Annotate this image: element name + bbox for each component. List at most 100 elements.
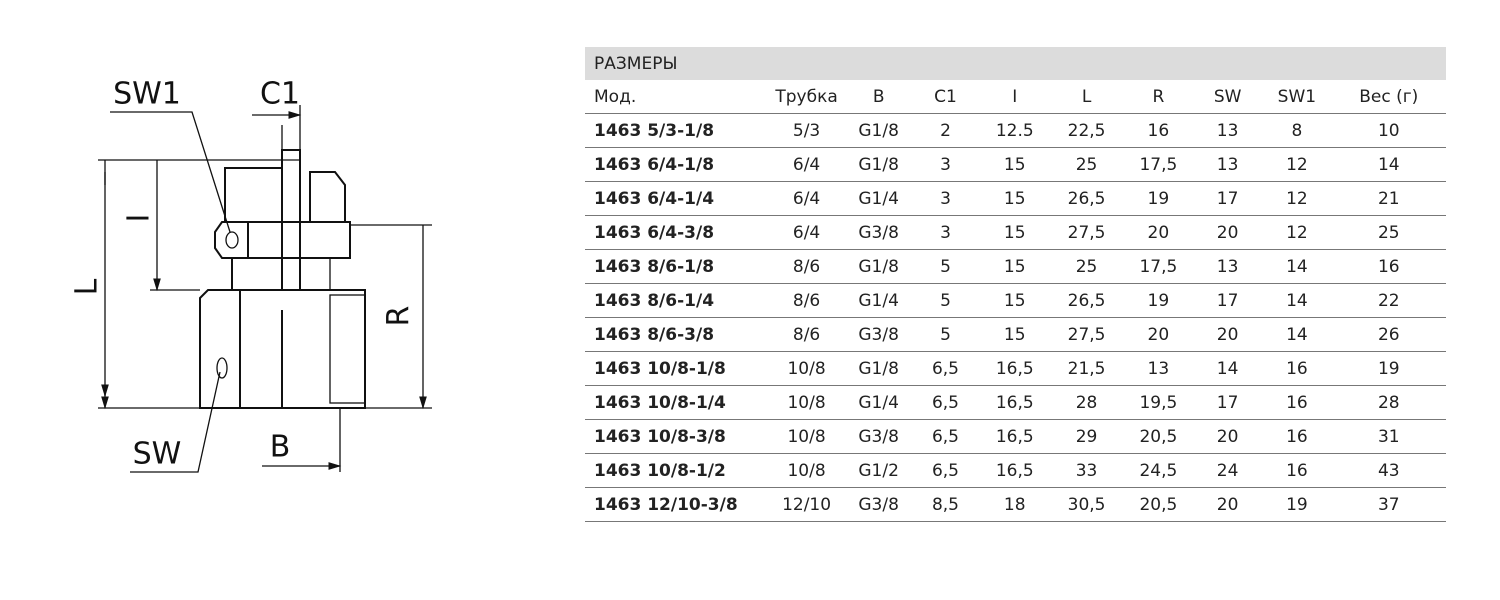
table-cell: 43 <box>1331 453 1446 488</box>
column-header: L <box>1049 80 1124 114</box>
nut-hatch <box>299 221 351 291</box>
table-cell: 21,5 <box>1049 351 1124 386</box>
label-b: B <box>270 430 291 465</box>
table-cell: 10/8 <box>766 419 847 454</box>
table-cell: 27,5 <box>1049 215 1124 250</box>
technical-drawing: SW1 C1 I L R SW B <box>70 77 560 473</box>
table-cell: 26,5 <box>1049 181 1124 216</box>
table-cell: 8/6 <box>766 249 847 284</box>
table-cell: 20 <box>1193 215 1263 250</box>
column-header: SW <box>1193 80 1263 114</box>
table-cell: 3 <box>910 147 981 182</box>
label-r: R <box>382 306 417 327</box>
table-row: 1463 10/8-3/8 10/8 G3/8 6,5 16,5 29 20,5 20 16 31 <box>585 419 1446 454</box>
table-cell: 31 <box>1331 419 1446 454</box>
table-cell: 15 <box>980 317 1050 352</box>
table-cell: 16,5 <box>980 385 1050 420</box>
table-cell: 20 <box>1193 487 1263 522</box>
table-cell: 18 <box>980 487 1050 522</box>
table-cell: 25 <box>1049 249 1124 284</box>
table-cell: 5 <box>910 249 981 284</box>
table-cell: 14 <box>1193 351 1263 386</box>
table-cell: 14 <box>1262 283 1332 318</box>
table-row: 1463 8/6-3/8 8/6 G3/8 5 15 27,5 20 20 14 26 <box>585 317 1446 352</box>
table-row: 1463 6/4-3/8 6/4 G3/8 3 15 27,5 20 20 12 25 <box>585 215 1446 250</box>
table-cell: 33 <box>1049 453 1124 488</box>
table-cell: 2 <box>910 113 981 148</box>
wall-hatch <box>329 294 366 404</box>
table-cell: G3/8 <box>846 487 911 522</box>
column-header: I <box>980 80 1050 114</box>
table-cell: G1/8 <box>846 147 911 182</box>
table-cell: 16 <box>1123 113 1194 148</box>
table-cell: 28 <box>1049 385 1124 420</box>
table-cell: 16 <box>1331 249 1446 284</box>
model-cell: 1463 10/8-1/8 <box>585 351 767 386</box>
table-cell: 37 <box>1331 487 1446 522</box>
model-cell: 1463 8/6-3/8 <box>585 317 767 352</box>
cap-section <box>309 171 346 223</box>
table-cell: 6,5 <box>910 419 981 454</box>
label-sw: SW <box>133 437 182 472</box>
table-cell: 6/4 <box>766 181 847 216</box>
table-cell: 16,5 <box>980 453 1050 488</box>
table-cell: 20 <box>1123 215 1194 250</box>
table-cell: 6,5 <box>910 385 981 420</box>
table-cell: 19 <box>1331 351 1446 386</box>
table-cell: 19 <box>1123 181 1194 216</box>
table-cell: 16,5 <box>980 419 1050 454</box>
table-cell: 8/6 <box>766 317 847 352</box>
table-cell: 17 <box>1193 283 1263 318</box>
model-cell: 1463 10/8-1/4 <box>585 385 767 420</box>
table-cell: 28 <box>1331 385 1446 420</box>
table-row: 1463 12/10-3/8 12/10 G3/8 8,5 18 30,5 20,5 20 19… <box>585 487 1446 522</box>
column-header: B <box>846 80 911 114</box>
table-cell: 8,5 <box>910 487 981 522</box>
model-cell: 1463 6/4-1/8 <box>585 147 767 182</box>
table-cell: 5 <box>910 317 981 352</box>
table-cell: 5/3 <box>766 113 847 148</box>
table-row: 1463 5/3-1/8 5/3 G1/8 2 12.5 22,5 16 13 8 10 <box>585 113 1446 148</box>
table-cell: 19 <box>1262 487 1332 522</box>
table-cell: 3 <box>910 181 981 216</box>
leader-sw1 <box>110 111 231 233</box>
table-cell: 10/8 <box>766 453 847 488</box>
label-i: I <box>122 214 157 223</box>
table-cell: G3/8 <box>846 419 911 454</box>
model-cell: 1463 10/8-1/2 <box>585 453 767 488</box>
table-cell: 21 <box>1331 181 1446 216</box>
table-cell: 12 <box>1262 215 1332 250</box>
column-header: C1 <box>910 80 981 114</box>
table-cell: 6,5 <box>910 453 981 488</box>
table-cell: 12 <box>1262 147 1332 182</box>
table-cell: 14 <box>1331 147 1446 182</box>
model-cell: 1463 8/6-1/4 <box>585 283 767 318</box>
table-cell: G1/8 <box>846 351 911 386</box>
model-cell: 1463 12/10-3/8 <box>585 487 767 522</box>
dimensions-table: РАЗМЕРЫ Мод. Трубка B C1 I L R SW SW1 Вес (г) 146… <box>585 47 1446 522</box>
table-cell: 26 <box>1331 317 1446 352</box>
model-cell: 1463 6/4-3/8 <box>585 215 767 250</box>
table-cell: 16 <box>1262 453 1332 488</box>
table-cell: 10 <box>1331 113 1446 148</box>
table-row: 1463 8/6-1/4 8/6 G1/4 5 15 26,5 19 17 14 22 <box>585 283 1446 318</box>
table-cell: 20 <box>1123 317 1194 352</box>
model-cell: 1463 6/4-1/4 <box>585 181 767 216</box>
table-cell: 24 <box>1193 453 1263 488</box>
table-row: 1463 10/8-1/2 10/8 G1/2 6,5 16,5 33 24,5 24 16 43 <box>585 453 1446 488</box>
model-cell: 1463 5/3-1/8 <box>585 113 767 148</box>
table-cell: 16 <box>1262 419 1332 454</box>
table-row: 1463 6/4-1/8 6/4 G1/8 3 15 25 17,5 13 12 14 <box>585 147 1446 182</box>
table-cell: 13 <box>1193 249 1263 284</box>
label-c1: C1 <box>260 77 300 112</box>
table-cell: 20 <box>1193 317 1263 352</box>
table-cell: 20,5 <box>1123 419 1194 454</box>
table-cell: G1/2 <box>846 453 911 488</box>
table-cell: 17 <box>1193 385 1263 420</box>
table-cell: 8/6 <box>766 283 847 318</box>
model-cell: 1463 10/8-3/8 <box>585 419 767 454</box>
neck <box>231 257 283 291</box>
table-cell: 14 <box>1262 317 1332 352</box>
table-cell: 19,5 <box>1123 385 1194 420</box>
header-row: Мод. Трубка B C1 I L R SW SW1 Вес (г) <box>585 80 1446 114</box>
